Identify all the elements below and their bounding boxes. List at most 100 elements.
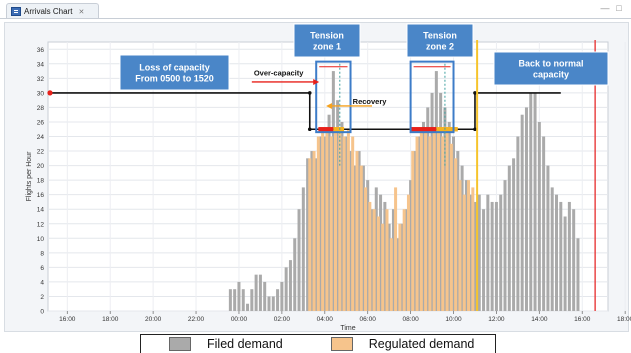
filed-demand-bar: [276, 289, 280, 311]
filed-demand-bar: [396, 238, 400, 311]
filed-demand-bar: [499, 194, 503, 311]
x-tick-label: 16:00: [574, 316, 591, 323]
regulated-demand-bar: [325, 129, 329, 311]
filed-demand-bar: [494, 201, 498, 311]
filed-demand-bar: [529, 92, 533, 311]
loss-of-capacity-label-box: [119, 54, 230, 91]
recovery-label: Recovery: [353, 97, 388, 106]
back-to-normal-label-text: capacity: [533, 70, 569, 80]
filed-demand-bar: [404, 209, 408, 311]
y-tick-label: 18: [37, 178, 45, 185]
tension-zone-1-label-text: zone 1: [313, 42, 341, 52]
filed-demand-bar: [237, 281, 241, 311]
regulated-demand-bar: [424, 129, 428, 311]
filed-demand-bar: [391, 209, 395, 311]
capacity-start-marker: [47, 90, 53, 96]
filed-demand-bar: [507, 165, 511, 311]
filed-demand-bar: [482, 209, 486, 311]
regulated-demand-bar: [359, 165, 363, 311]
x-tick-label: 20:00: [145, 316, 162, 323]
filed-demand-bar: [340, 121, 344, 311]
tension-bar: [436, 127, 458, 132]
close-icon[interactable]: ✕: [78, 8, 85, 16]
filed-demand-bar: [546, 165, 550, 311]
regulated-demand-bar: [394, 187, 398, 311]
tension-zone-2-label-box: [406, 23, 474, 58]
filed-demand-bar: [344, 136, 348, 311]
filed-demand-bar: [542, 136, 546, 311]
regulated-demand-bar: [406, 194, 410, 311]
filed-demand-bar: [357, 151, 361, 311]
tension-bar: [410, 127, 437, 132]
filed-demand-bar: [374, 187, 378, 311]
filed-demand-bar: [228, 289, 232, 311]
filed-demand-bar: [254, 274, 258, 311]
y-tick-label: 20: [37, 163, 45, 170]
filed-demand-bar: [301, 187, 305, 311]
filed-demand-bar: [563, 216, 567, 311]
regulated-demand-bar: [441, 136, 445, 311]
maximize-icon[interactable]: □: [616, 3, 622, 13]
tension-zone-2-label-text: Tension: [423, 31, 457, 41]
regulated-demand-bar: [471, 187, 475, 311]
minimize-icon[interactable]: —: [600, 3, 610, 13]
over-capacity-arrowhead: [313, 78, 320, 85]
regulated-demand-bar: [432, 129, 436, 311]
filed-demand-bar: [477, 194, 481, 311]
x-tick-label: 22:00: [188, 316, 205, 323]
tab-arrivals-chart[interactable]: Arrivals Chart ✕: [6, 3, 100, 19]
filed-demand-bar: [258, 274, 262, 311]
filed-demand-bar: [490, 201, 494, 311]
regulated-demand-bar: [376, 216, 380, 311]
regulated-demand-bar: [398, 223, 402, 311]
y-tick-label: 24: [37, 134, 45, 141]
filed-demand-bar: [250, 289, 254, 311]
regulated-demand-bar: [445, 129, 449, 311]
tension-zone-2-label-text: zone 2: [426, 42, 454, 52]
capacity-step-marker: [473, 127, 477, 132]
filed-demand-bar: [555, 194, 559, 311]
filed-demand-bar: [288, 260, 292, 311]
x-tick-label: 18:00: [102, 316, 119, 323]
regulated-demand-bar: [368, 201, 372, 311]
loss-of-capacity-label-text: Loss of capacity: [139, 63, 210, 73]
filed-demand-bar: [421, 121, 425, 311]
tension-zone-1-label-box: [293, 23, 361, 58]
filed-demand-bar: [366, 180, 370, 311]
regulated-demand-bar: [351, 136, 355, 311]
regulated-demand-bar: [458, 180, 462, 311]
y-tick-label: 28: [37, 105, 45, 112]
regulated-demand-bar: [338, 129, 342, 311]
x-tick-label: 08:00: [402, 316, 419, 323]
regulated-demand-bar: [385, 209, 389, 311]
y-tick-label: 36: [37, 47, 45, 54]
legend-label-regulated: Regulated demand: [368, 337, 475, 351]
filed-demand-bar: [443, 107, 447, 311]
capacity-line: [48, 92, 561, 131]
regulated-demand-bar: [454, 158, 458, 311]
back-to-normal-label-text: Back to normal: [518, 59, 583, 69]
chart-legend: Filed demand Regulated demand: [140, 334, 496, 353]
filed-demand-bar: [327, 114, 331, 312]
recovery-arrowhead: [326, 102, 333, 109]
filed-demand-bar: [426, 107, 430, 311]
filed-demand-bar: [520, 114, 524, 312]
filed-demand-bar: [241, 289, 245, 311]
filed-demand-bar: [576, 238, 580, 311]
tension-bar: [333, 127, 345, 132]
capacity-step-marker: [473, 91, 477, 95]
x-tick-label: 14:00: [531, 316, 548, 323]
filed-demand-bar: [503, 180, 507, 311]
x-tick-label: 12:00: [488, 316, 505, 323]
tab-strip: Arrivals Chart ✕ — □: [0, 0, 631, 20]
legend-swatch-regulated: [330, 337, 353, 351]
filed-demand-bar: [409, 180, 413, 311]
tension-zone-1-label-text: Tension: [310, 31, 344, 41]
x-axis-title: Time: [340, 325, 355, 332]
regulated-demand-bar: [389, 238, 393, 311]
filed-demand-bar: [512, 158, 516, 311]
regulated-demand-bar: [402, 209, 406, 311]
legend-swatch-filed: [169, 337, 191, 351]
y-tick-label: 0: [40, 309, 44, 316]
